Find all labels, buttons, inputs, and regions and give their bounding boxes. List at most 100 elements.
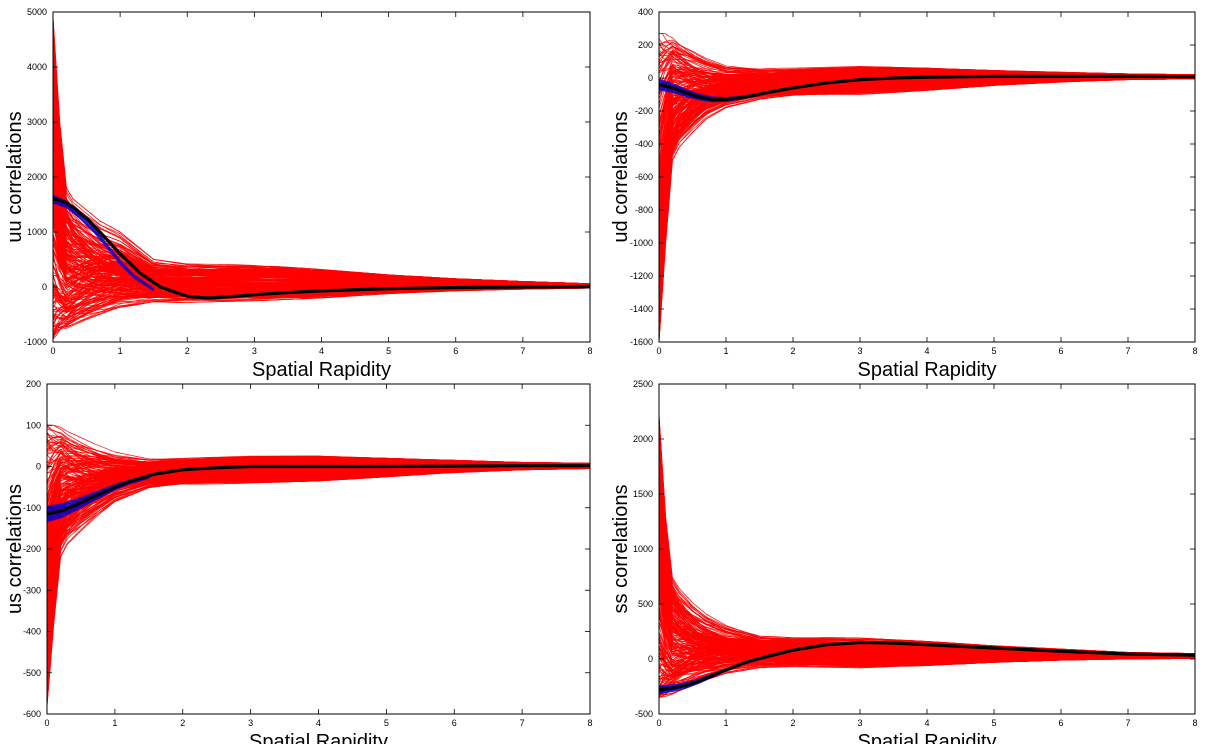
ensemble-curve	[53, 53, 590, 287]
ensemble-curve	[659, 76, 1195, 326]
ensemble-curve	[659, 551, 1195, 657]
ensemble-curve	[659, 77, 1195, 249]
ensemble-curve	[659, 77, 1195, 315]
ensemble-curve	[659, 438, 1195, 655]
ensemble-curve	[659, 413, 1195, 665]
ensemble-curve	[47, 467, 590, 633]
ensemble-curve	[659, 76, 1195, 330]
ensemble-curves	[53, 17, 590, 340]
ensemble-curve	[659, 461, 1195, 656]
ensemble-curve	[659, 76, 1195, 327]
y-axis-title: uu correlations	[4, 111, 26, 242]
ensemble-curve	[659, 417, 1195, 667]
ensemble-curve	[659, 427, 1195, 657]
x-tick-label: 5	[991, 718, 996, 728]
ensemble-curve	[47, 465, 590, 704]
y-tick-label: -400	[23, 627, 41, 637]
ensemble-curve	[659, 77, 1195, 273]
plot-area	[53, 17, 590, 340]
y-tick-label: 500	[638, 599, 653, 609]
ensemble-curve	[659, 78, 1195, 275]
ensemble-curve	[659, 425, 1195, 661]
x-tick-label: 6	[453, 346, 458, 356]
mean-curve	[659, 640, 1195, 692]
ensemble-curve	[659, 428, 1195, 655]
y-tick-label: 1000	[27, 227, 47, 237]
x-tick-label: 3	[248, 718, 253, 728]
ensemble-curve	[659, 77, 1195, 317]
ensemble-curve	[47, 462, 590, 706]
ensemble-curve	[659, 463, 1195, 656]
x-tick-label: 2	[180, 718, 185, 728]
y-tick-label: -200	[635, 106, 653, 116]
ensemble-curve	[659, 78, 1195, 324]
ensemble-curve	[659, 455, 1195, 660]
x-tick-label: 0	[656, 346, 661, 356]
ensemble-curve	[659, 432, 1195, 660]
ensemble-curve	[659, 76, 1195, 318]
ensemble-curve	[47, 461, 590, 601]
ensemble-curve	[659, 77, 1195, 235]
x-tick-label: 7	[1125, 346, 1130, 356]
y-tick-label: -600	[23, 709, 41, 719]
ensemble-curve	[659, 71, 1195, 332]
mean-curve	[47, 464, 590, 516]
ensemble-curve	[659, 435, 1195, 657]
ensemble-curve	[659, 428, 1195, 656]
ensemble-curve	[659, 77, 1195, 327]
x-axis-title: Spatial Rapidity	[252, 359, 391, 381]
ensemble-curve	[53, 25, 590, 296]
ensemble-curve	[659, 77, 1195, 176]
x-tick-label: 8	[587, 718, 592, 728]
ensemble-curve	[47, 465, 590, 696]
ensemble-curve	[53, 63, 590, 285]
us-correlations-panel: 0 1 2 3 4 5 6 7 8 -600 -500 -400 -300 -200 -100 0 100 200…	[4, 379, 593, 744]
ensemble-curve	[659, 74, 1195, 283]
y-tick-label: 200	[638, 40, 653, 50]
ensemble-curve	[659, 652, 1195, 674]
ensemble-curve	[659, 76, 1195, 298]
x-axis-title: Spatial Rapidity	[858, 731, 997, 744]
ensemble-curve	[659, 77, 1195, 273]
uncertainty-band	[659, 78, 760, 103]
x-tick-label: 5	[386, 346, 391, 356]
y-tick-label: -600	[635, 172, 653, 182]
x-tick-label: 0	[44, 718, 49, 728]
x-tick-label: 2	[185, 346, 190, 356]
ensemble-curve	[47, 467, 590, 679]
ensemble-curve	[659, 77, 1195, 266]
ensemble-curve	[659, 75, 1195, 342]
ensemble-curve	[53, 35, 590, 286]
ensemble-curve	[659, 439, 1195, 664]
x-axis-title: Spatial Rapidity	[249, 731, 388, 744]
y-tick-label: -1200	[630, 271, 653, 281]
x-tick-label: 5	[991, 346, 996, 356]
ensemble-curve	[659, 74, 1195, 333]
y-tick-label: 1500	[633, 489, 653, 499]
x-tick-label: 7	[1125, 718, 1130, 728]
x-axis-title: Spatial Rapidity	[858, 359, 997, 381]
ensemble-curve	[659, 78, 1195, 182]
ensemble-curve	[47, 467, 590, 706]
ensemble-curve	[659, 75, 1195, 338]
ensemble-curve	[659, 414, 1195, 658]
y-axis-title: ss correlations	[610, 485, 632, 614]
ensemble-curve	[659, 77, 1195, 318]
y-tick-label: -200	[23, 544, 41, 554]
x-tick-label: 8	[1192, 718, 1197, 728]
ensemble-curve	[659, 448, 1195, 658]
ensemble-curve	[47, 463, 590, 703]
ensemble-curve	[659, 479, 1195, 655]
ensemble-curve	[47, 464, 590, 676]
y-axis-title: us correlations	[4, 484, 26, 614]
ensemble-curve	[659, 467, 1195, 657]
x-tick-label: 1	[723, 346, 728, 356]
ensemble-curve	[47, 467, 590, 678]
ensemble-curve	[47, 465, 590, 672]
x-tick-label: 2	[790, 346, 795, 356]
uncertainty-band	[53, 194, 154, 292]
ensemble-curve	[659, 76, 1195, 301]
ensemble-curve	[659, 518, 1195, 662]
plot-area	[659, 413, 1195, 698]
ensemble-curve	[659, 447, 1195, 655]
